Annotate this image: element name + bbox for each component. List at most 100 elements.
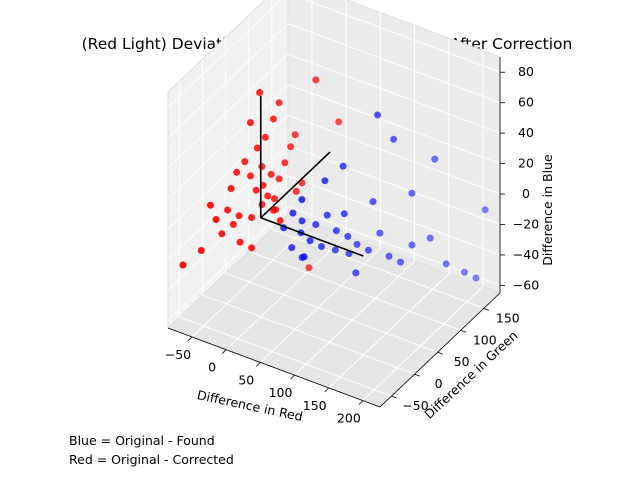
data-point-red xyxy=(312,76,320,84)
data-point-blue xyxy=(298,196,306,204)
data-point-blue xyxy=(426,234,434,242)
origin-axis-red xyxy=(260,217,364,257)
x-tick xyxy=(256,362,261,367)
grid-line-y xyxy=(202,59,415,375)
grid-line-x xyxy=(362,50,484,401)
grid-line-z xyxy=(167,114,501,230)
x-tick-label: −50 xyxy=(165,347,191,362)
data-point-red xyxy=(267,170,275,178)
grid-line-x xyxy=(328,37,450,389)
data-point-red xyxy=(275,99,283,107)
data-point-blue xyxy=(408,241,416,249)
x-tick xyxy=(221,349,227,354)
data-point-red xyxy=(258,163,266,170)
data-point-blue xyxy=(376,229,384,237)
data-point-red xyxy=(275,175,283,183)
data-point-blue xyxy=(332,227,340,235)
z-tick-label: 40 xyxy=(518,125,534,140)
data-point-red xyxy=(224,206,232,214)
data-point-blue xyxy=(408,189,416,197)
z-tick-label: −20 xyxy=(513,216,539,231)
data-point-blue xyxy=(321,177,329,185)
y-tick-label: 150 xyxy=(496,310,520,325)
data-point-red xyxy=(305,264,313,272)
x-tick-label: 50 xyxy=(238,372,254,387)
y-tick xyxy=(391,395,397,399)
data-point-red xyxy=(248,214,256,221)
x-tick xyxy=(358,400,364,405)
data-point-blue xyxy=(397,258,404,266)
data-point-blue xyxy=(312,221,320,228)
tick-labels: −50050100150200−50050100150−60−40−200204… xyxy=(165,64,539,425)
data-point-red xyxy=(227,185,235,192)
data-point-red xyxy=(291,131,299,139)
data-point-blue xyxy=(353,240,361,248)
data-point-blue xyxy=(306,237,314,245)
x-tick-label: 200 xyxy=(337,411,361,426)
data-point-blue xyxy=(442,260,450,268)
grid-line-z xyxy=(167,23,501,139)
grid-line-z xyxy=(167,53,501,169)
grid-line-y xyxy=(179,81,392,397)
x-tick-label: 0 xyxy=(208,360,216,375)
data-point-blue xyxy=(369,198,377,206)
data-point-blue xyxy=(472,274,480,282)
grid-line-z xyxy=(167,175,501,291)
z-tick-label: 60 xyxy=(518,95,534,110)
data-point-red xyxy=(218,230,226,238)
z-tick-label: 80 xyxy=(518,64,534,79)
data-point-red xyxy=(197,247,205,254)
grid-line-z xyxy=(167,84,501,199)
data-point-blue xyxy=(331,246,339,254)
data-point-red xyxy=(261,133,269,141)
grid-line-y xyxy=(248,15,461,331)
data-point-red xyxy=(247,172,254,180)
z-axis-label: Difference in Blue xyxy=(540,154,555,266)
y-axis-line xyxy=(379,292,501,408)
data-point-red xyxy=(233,168,241,176)
x-tick-label: 100 xyxy=(269,385,293,400)
data-point-red xyxy=(248,244,256,252)
x-tick-label: 150 xyxy=(303,398,327,413)
data-point-blue xyxy=(352,269,360,277)
data-point-red xyxy=(271,195,278,203)
y-tick-label: 50 xyxy=(454,354,470,369)
y-tick xyxy=(414,373,420,377)
z-tick-label: 0 xyxy=(522,186,530,201)
data-point-blue xyxy=(431,155,439,163)
data-point-red xyxy=(229,220,237,228)
data-point-red xyxy=(264,192,272,200)
data-point-blue xyxy=(461,268,468,276)
data-point-red xyxy=(269,115,277,123)
grid-lines xyxy=(167,0,501,401)
data-point-blue xyxy=(390,135,398,143)
data-point-blue xyxy=(364,246,372,254)
z-tick-label: −60 xyxy=(513,277,539,292)
y-tick-label: −50 xyxy=(402,398,428,413)
y-tick xyxy=(460,329,466,333)
grid-line-y xyxy=(225,37,438,353)
grid-line-z xyxy=(167,0,501,108)
data-point-blue xyxy=(288,244,296,252)
data-point-red xyxy=(247,119,254,127)
grid-line-x xyxy=(294,25,415,376)
data-point-red xyxy=(276,217,284,224)
data-point-blue xyxy=(481,206,489,214)
data-point-red xyxy=(252,186,260,194)
axis-panes xyxy=(167,0,501,408)
grid-line-z xyxy=(167,205,501,321)
data-point-red xyxy=(235,212,243,220)
data-point-blue xyxy=(298,217,306,225)
data-point-red xyxy=(212,216,220,223)
x-tick xyxy=(290,374,295,380)
x-tick xyxy=(324,387,329,393)
y-tick-label: 100 xyxy=(473,332,497,347)
data-point-blue xyxy=(344,232,352,240)
data-point-red xyxy=(258,201,266,208)
legend-note-red: Red = Original - Corrected xyxy=(69,452,234,467)
y-tick xyxy=(437,351,443,355)
y-tick-label: 0 xyxy=(435,376,443,391)
x-tick xyxy=(187,336,193,342)
data-point-blue xyxy=(339,162,347,170)
